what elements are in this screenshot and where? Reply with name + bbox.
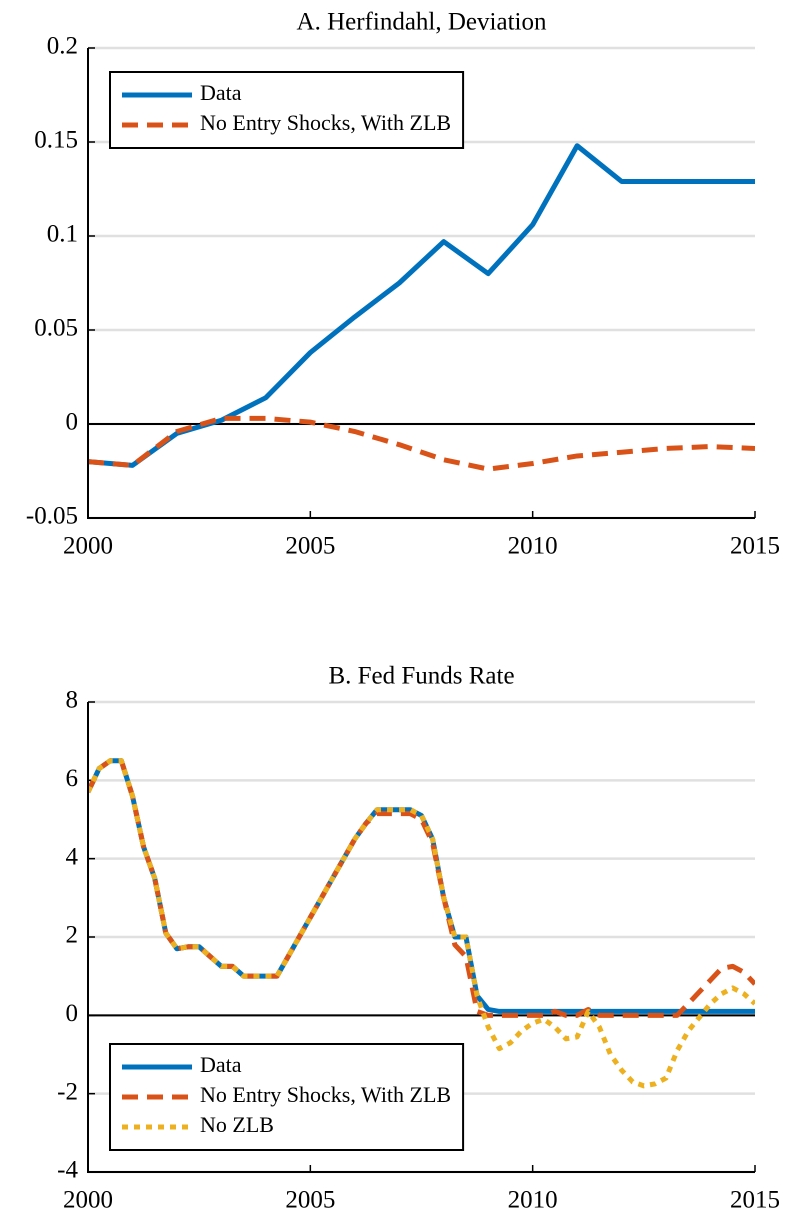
x-tick-label: 2015 [730, 533, 780, 560]
chart-title: A. Herfindahl, Deviation [297, 9, 547, 36]
axes [87, 48, 755, 519]
y-tick-label: -4 [57, 1157, 78, 1184]
y-tick-label: 6 [66, 765, 79, 792]
x-tick-label: 2010 [508, 533, 558, 560]
y-tick-label: 0.15 [34, 127, 78, 154]
y-tick-label: 4 [66, 843, 79, 870]
legend-label: Data [200, 80, 242, 105]
x-tick-label: 2005 [285, 533, 335, 560]
y-tick-label: 0 [66, 1000, 79, 1027]
series-line [88, 758, 755, 1089]
legend-box [109, 1043, 465, 1151]
y-tick-label: -2 [57, 1078, 78, 1105]
legend-label: No Entry Shocks, With ZLB [200, 110, 451, 135]
x-tick-label: 2000 [63, 533, 113, 560]
chart-title: B. Fed Funds Rate [328, 663, 514, 690]
x-tick-label: 2010 [508, 1187, 558, 1214]
y-tick-label: 0.05 [34, 315, 78, 342]
series-line [88, 143, 755, 468]
y-tick-label: 2 [66, 922, 79, 949]
legend-label: No Entry Shocks, With ZLB [200, 1082, 451, 1107]
axes [87, 702, 755, 1173]
legend-box [109, 71, 465, 149]
x-tick-label: 2000 [63, 1187, 113, 1214]
legend: Data No Entry Shocks, With ZLB No ZLB [109, 1043, 465, 1151]
y-tick-label: 0 [66, 409, 79, 436]
series-line [88, 415, 755, 472]
y-tick-label: 0.2 [47, 33, 78, 60]
series-line [88, 758, 755, 1018]
legend-label: Data [200, 1052, 242, 1077]
x-tick-label: 2015 [730, 1187, 780, 1214]
y-tick-label: 0.1 [47, 221, 78, 248]
legend-label: No ZLB [200, 1112, 274, 1137]
legend: Data No Entry Shocks, With ZLB [109, 71, 465, 149]
y-tick-label: 8 [66, 687, 79, 714]
series-line [88, 758, 755, 1014]
y-tick-label: -0.05 [26, 503, 78, 530]
x-tick-label: 2005 [285, 1187, 335, 1214]
